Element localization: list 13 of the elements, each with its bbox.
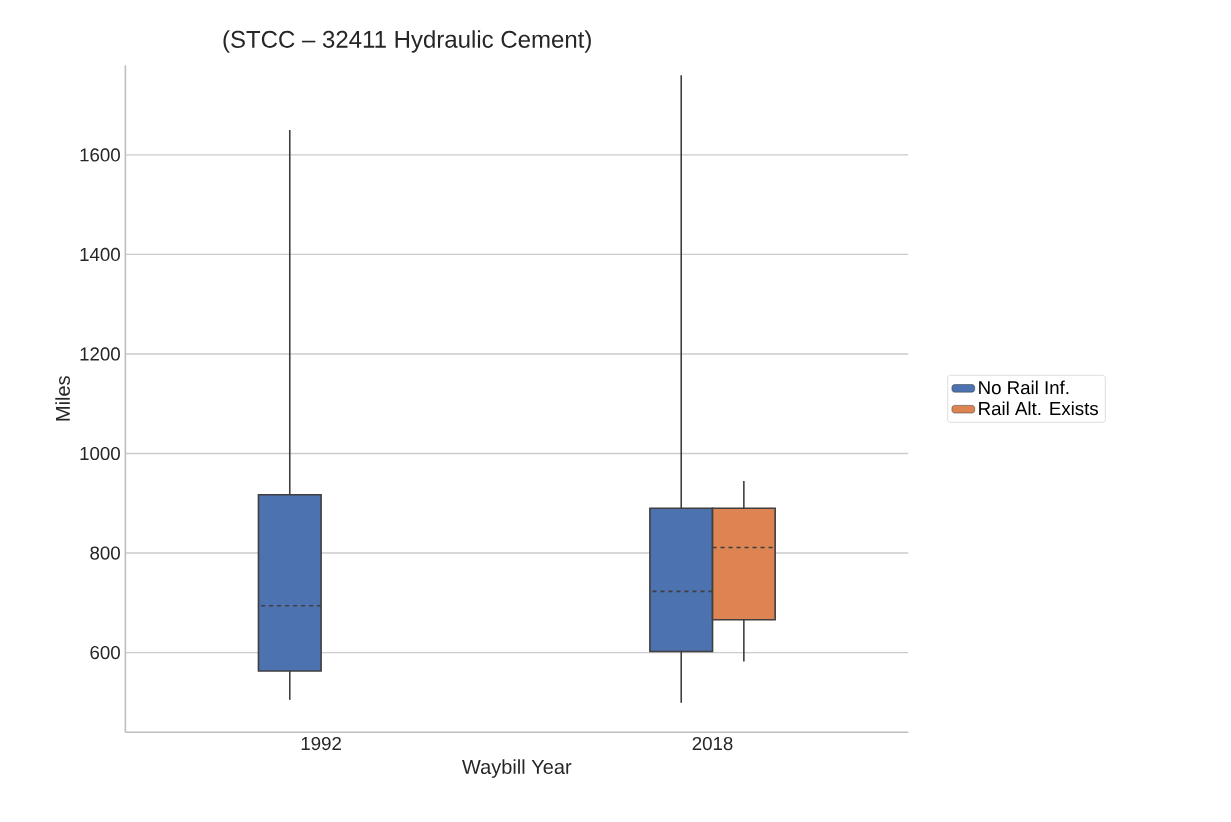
y-tick-label: 1200 — [80, 347, 120, 361]
chart-title: (STCC – 32411 Hydraulic Cement) — [223, 30, 591, 53]
y-tick-label: 1400 — [80, 248, 120, 262]
y-tick-label: 800 — [90, 546, 120, 560]
legend-label: Rail Alt. Exists — [979, 401, 1098, 416]
y-tick-label: 600 — [90, 646, 120, 660]
legend-label: No Rail Inf. — [979, 380, 1069, 395]
x-axis-title: Waybill Year — [462, 759, 572, 779]
y-tick-label: 1000 — [80, 447, 120, 461]
x-tick-label: 2018 — [692, 737, 733, 751]
y-axis-title: Miles — [55, 376, 70, 421]
y-tick-label: 1600 — [80, 148, 120, 162]
x-tick-label: 1992 — [301, 737, 341, 751]
